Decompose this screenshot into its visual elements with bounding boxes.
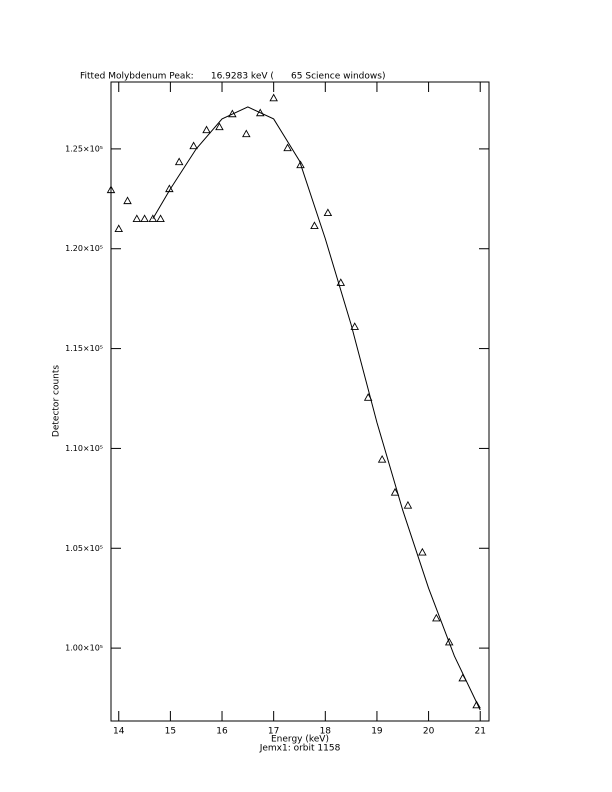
chart-title: Fitted Molybdenum Peak: 16.9283 keV ( 65… <box>80 72 385 82</box>
data-point <box>148 214 158 223</box>
data-point <box>189 141 198 150</box>
x-tick-label: 21 <box>474 727 485 737</box>
data-point <box>132 214 142 223</box>
plot-frame <box>110 81 490 722</box>
data-point <box>444 637 454 646</box>
x-tick-label: 17 <box>268 727 279 737</box>
x-axis-label: Energy (keV) <box>271 735 329 745</box>
y-tick-label: 1.25×10⁵ <box>65 144 103 153</box>
data-point <box>472 700 481 709</box>
x-tick-label: 19 <box>371 727 383 737</box>
data-point <box>269 93 278 102</box>
y-tick-label: 1.00×10⁵ <box>65 644 103 653</box>
x-tick-label: 18 <box>320 727 332 737</box>
y-tick-label: 1.10×10⁵ <box>65 444 103 453</box>
data-point <box>140 214 149 223</box>
x-tick-label: 15 <box>165 727 176 737</box>
data-point <box>106 185 116 194</box>
data-point <box>377 454 387 463</box>
data-point <box>323 208 333 217</box>
data-point <box>156 214 165 223</box>
x-tick-label: 20 <box>423 727 435 737</box>
data-point <box>403 500 413 509</box>
subtitle: Jemx1: orbit 1158 <box>259 744 341 754</box>
data-point <box>174 157 184 166</box>
data-point <box>418 547 427 556</box>
data-point <box>296 160 305 169</box>
x-tick-label: 16 <box>216 727 228 737</box>
y-tick-label: 1.20×10⁵ <box>65 244 103 253</box>
x-tick-label: 14 <box>113 727 125 737</box>
data-point <box>215 122 224 131</box>
fit-line <box>152 106 481 711</box>
data-point <box>283 143 292 152</box>
y-tick-label: 1.15×10⁵ <box>65 344 103 353</box>
data-point <box>390 487 400 496</box>
data-point <box>242 129 251 138</box>
y-axis-label: Detector counts <box>52 365 62 437</box>
data-point <box>350 322 360 330</box>
data-point <box>255 108 265 117</box>
data-point <box>202 125 211 134</box>
data-point <box>432 613 441 622</box>
data-point <box>336 278 346 286</box>
data-point <box>310 221 319 230</box>
y-tick-label: 1.05×10⁵ <box>65 544 103 553</box>
data-point <box>123 196 132 205</box>
data-point <box>114 224 124 233</box>
